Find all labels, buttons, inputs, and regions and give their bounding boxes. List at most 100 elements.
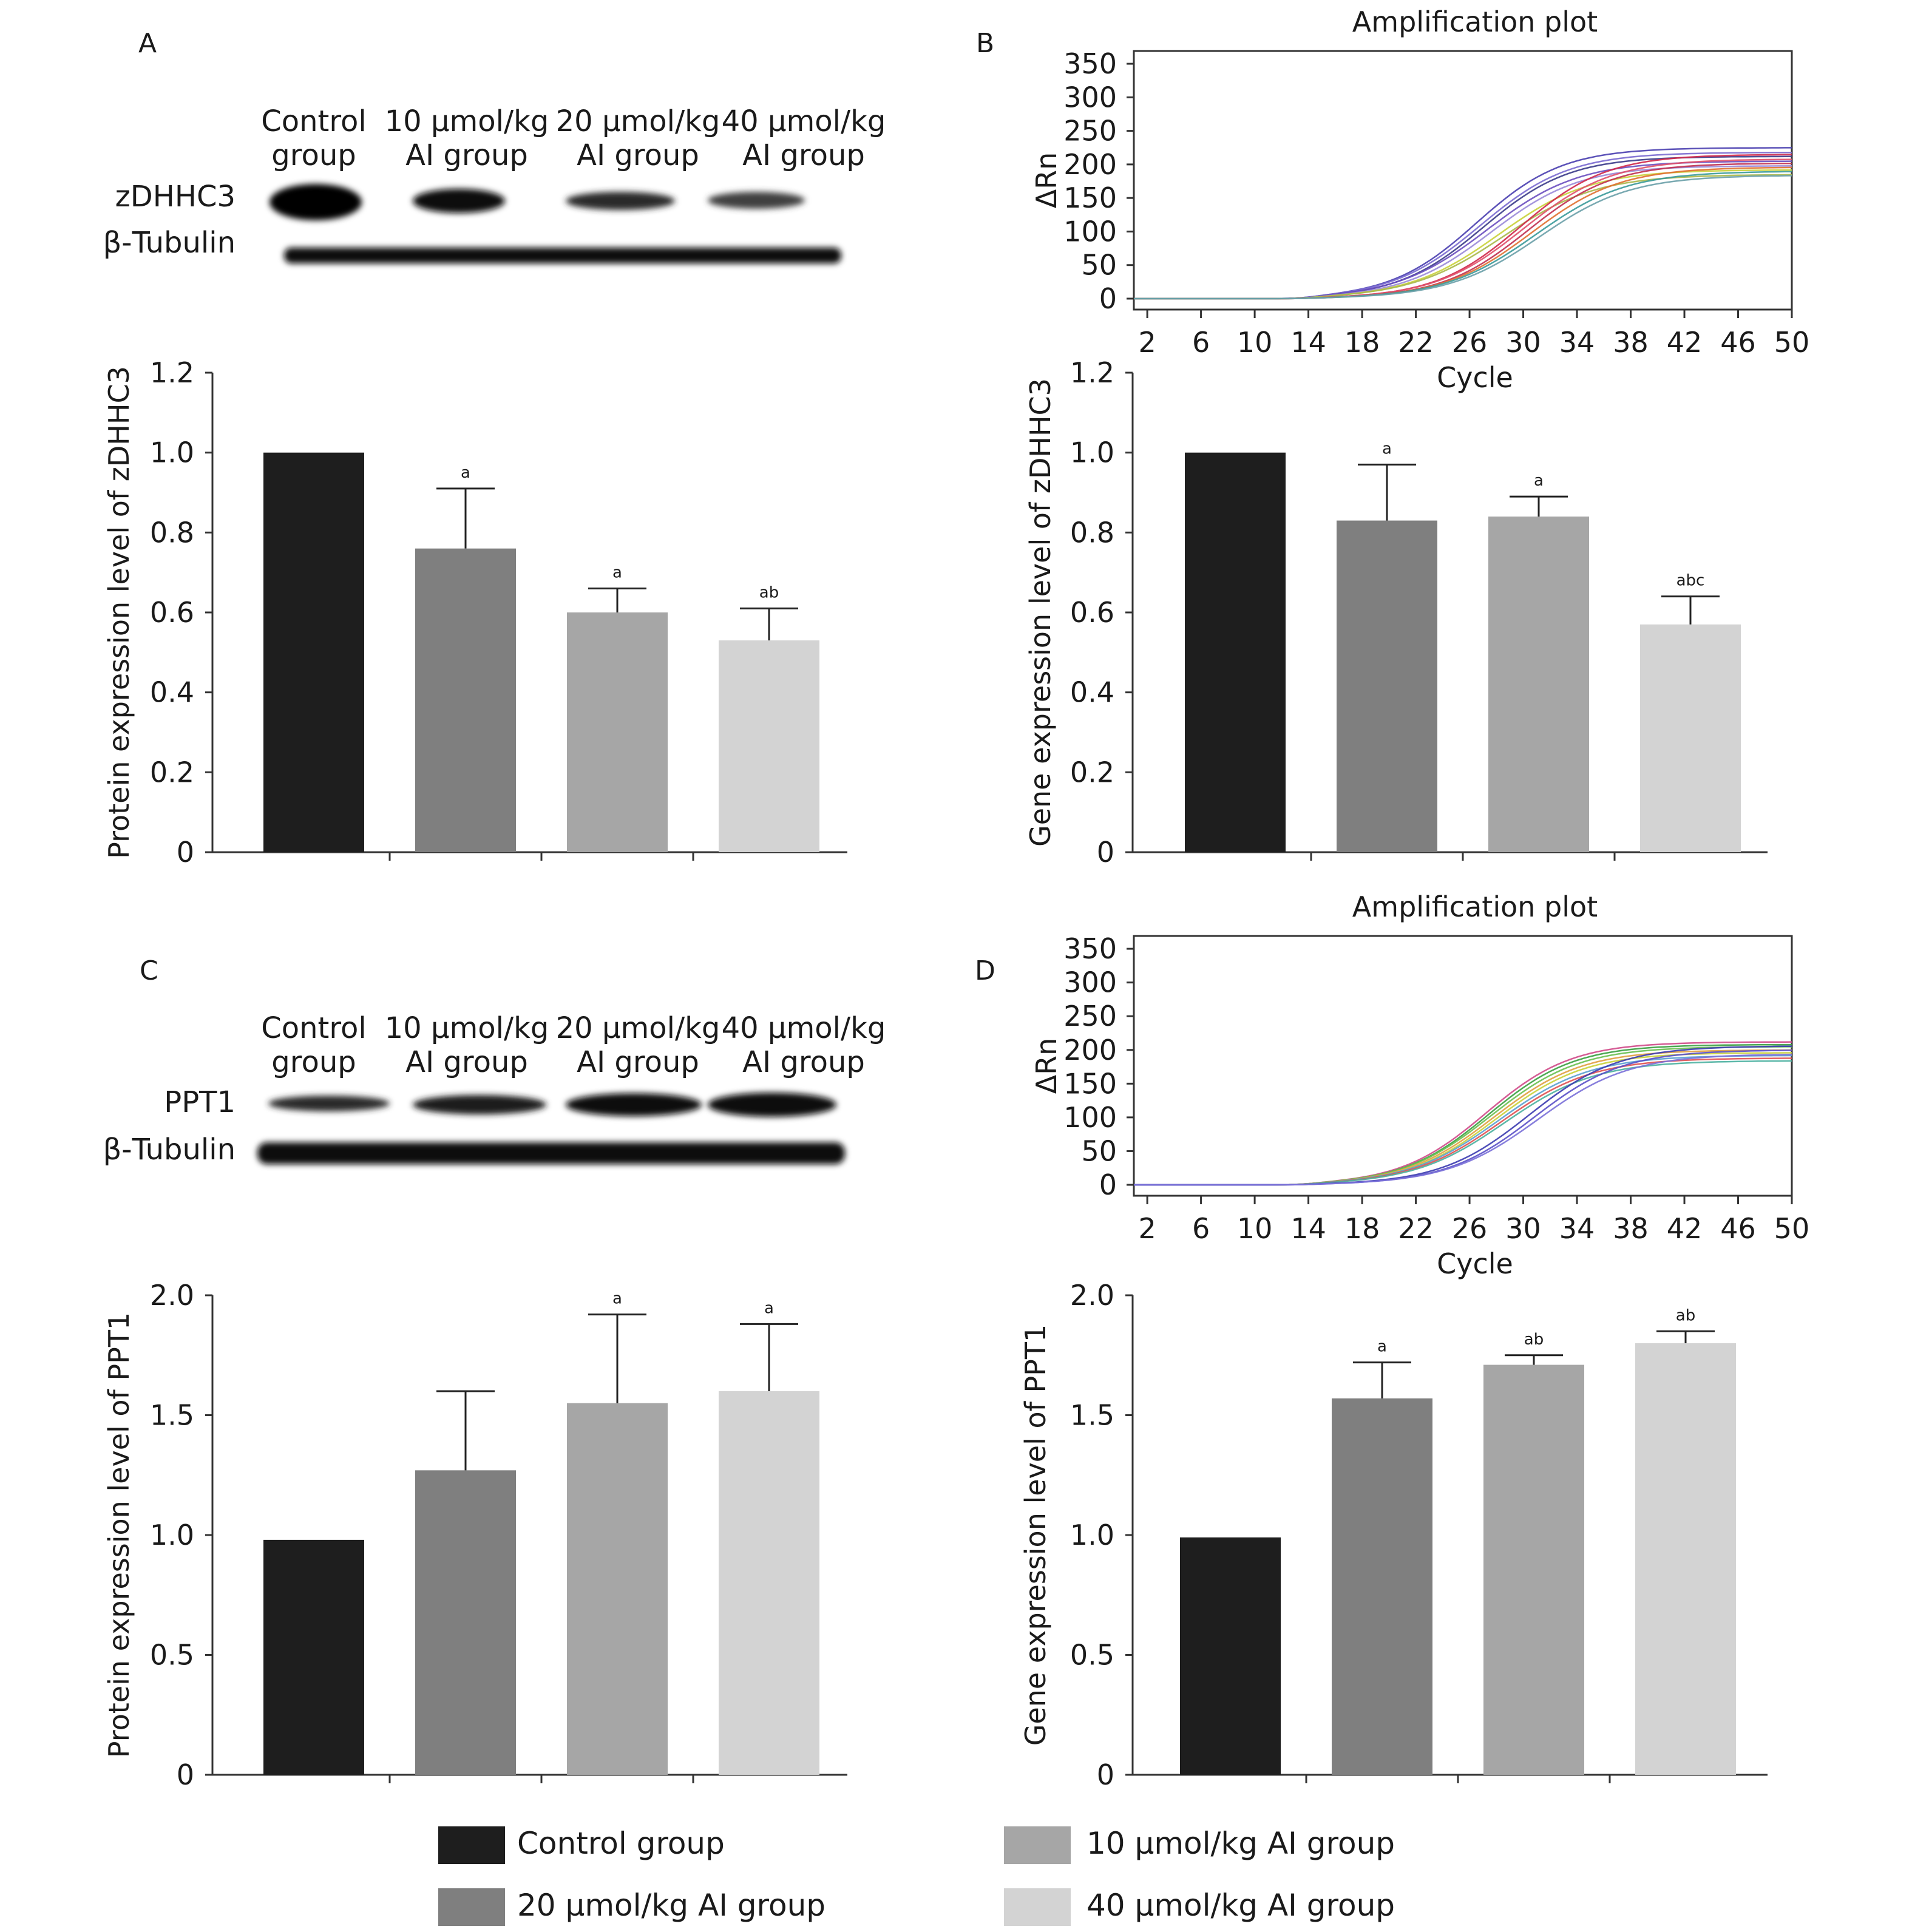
y-tick-label: 0.4 (150, 676, 194, 709)
y-tick-label: 0 (1099, 282, 1117, 315)
bar (263, 452, 364, 852)
y-tick-label: 1.2 (1070, 356, 1114, 389)
bar (567, 1403, 668, 1775)
y-tick-label: 0 (1097, 836, 1114, 869)
blot-a-band-reference (284, 248, 841, 263)
bar (1488, 517, 1589, 852)
blot-c-header-4-line2: AI group (742, 1045, 865, 1079)
y-tick-label: 2.0 (1070, 1279, 1114, 1312)
blot-c-header-2-line1: 10 μmol/kg (385, 1011, 549, 1045)
x-tick-label: 42 (1667, 1212, 1703, 1245)
x-tick-label: 42 (1667, 326, 1703, 359)
bar-chart-protein-ppt1: 0 0.5 1.0 1.5 2.0 a a Protein expression level … (103, 1279, 847, 1791)
y-tick-label: 250 (1063, 115, 1117, 147)
y-tick-label: 350 (1063, 47, 1117, 80)
y-tick-label: 0.2 (1070, 756, 1114, 788)
legend-label-40: 40 μmol/kg AI group (1087, 1888, 1395, 1923)
y-tick-label: 0 (177, 836, 194, 869)
x-tick-label: 26 (1452, 1212, 1488, 1245)
significance-label: a (764, 1299, 774, 1317)
bar (567, 612, 668, 852)
significance-label: a (612, 564, 622, 582)
y-tick-label: 0.2 (150, 756, 194, 788)
x-tick-label: 18 (1344, 326, 1380, 359)
blot-a-image (270, 184, 841, 263)
blot-c-target-label: PPT1 (164, 1085, 236, 1119)
x-tick-label: 10 (1237, 326, 1273, 359)
x-tick-label: 2 (1138, 326, 1156, 359)
amplification-curve (1134, 160, 1792, 300)
legend-label-control: Control group (517, 1826, 725, 1861)
bar (1635, 1343, 1736, 1775)
legend-swatch-control (438, 1826, 505, 1864)
y-axis-label: Gene expression level of zDHHC3 (1024, 378, 1057, 847)
legend-swatch-20 (438, 1888, 505, 1926)
bar (415, 548, 516, 852)
y-axis-label: Protein expression level of PPT1 (103, 1312, 135, 1758)
x-tick-label: 46 (1720, 326, 1756, 359)
y-tick-label: 200 (1063, 1034, 1117, 1066)
bar (1185, 452, 1286, 852)
blot-a-target-label: zDHHC3 (115, 180, 236, 214)
amplification-curve (1134, 174, 1792, 300)
y-tick-label: 0.5 (150, 1639, 194, 1672)
blot-a-band-target-2 (413, 189, 505, 213)
blot-c-header-3-line2: AI group (577, 1045, 699, 1079)
y-tick-label: 0.6 (1070, 596, 1114, 629)
y-tick-label: 300 (1063, 81, 1117, 114)
x-tick-label: 50 (1774, 1212, 1810, 1245)
y-tick-label: 150 (1063, 181, 1117, 214)
blot-a-header-2-line2: AI group (405, 138, 528, 172)
y-tick-label: 1.0 (150, 436, 194, 469)
significance-label: ab (1676, 1306, 1695, 1324)
blot-c-image (257, 1093, 845, 1164)
amplification-curve (1134, 1049, 1792, 1186)
y-tick-label: 0.8 (1070, 516, 1114, 549)
amplification-plot-ppt1: Amplification plot0501001502002503003502… (1030, 890, 1809, 1280)
blot-a-band-target-3 (566, 192, 675, 210)
blot-c-band-target-4 (708, 1093, 836, 1117)
bar (1180, 1537, 1281, 1775)
x-tick-label: 34 (1559, 1212, 1595, 1245)
x-tick-label: 50 (1774, 326, 1810, 359)
significance-label: ab (759, 583, 779, 602)
panel-label-c: C (140, 955, 158, 986)
x-tick-label: 6 (1192, 1212, 1210, 1245)
bar-chart-gene-ppt1: 0 0.5 1.0 1.5 2.0 a ab ab Gene expression level … (1019, 1279, 1768, 1791)
blot-a-header-4-line1: 40 μmol/kg (722, 104, 886, 138)
y-tick-label: 50 (1081, 1134, 1117, 1167)
x-tick-label: 18 (1344, 1212, 1380, 1245)
y-tick-label: 0 (177, 1758, 194, 1791)
bar (719, 1391, 819, 1775)
y-tick-label: 1.5 (150, 1399, 194, 1432)
bar (263, 1539, 364, 1775)
y-tick-label: 1.0 (1070, 436, 1114, 469)
x-tick-label: 14 (1290, 1212, 1326, 1245)
blot-c-band-reference (257, 1142, 845, 1164)
x-tick-label: 2 (1138, 1212, 1156, 1245)
amplification-curve (1134, 1057, 1792, 1186)
significance-label: a (1382, 439, 1392, 458)
y-tick-label: 0 (1097, 1758, 1114, 1791)
x-tick-label: 34 (1559, 326, 1595, 359)
amplification-curve (1134, 1049, 1792, 1186)
y-tick-label: 1.0 (1070, 1519, 1114, 1551)
significance-label: abc (1676, 572, 1705, 590)
chart-title: Amplification plot (1352, 890, 1598, 923)
blot-a-header-3-line1: 20 μmol/kg (556, 104, 720, 138)
y-axis-label: ΔRn (1030, 1038, 1063, 1094)
blot-c-header-3-line1: 20 μmol/kg (556, 1011, 720, 1045)
blot-a-header-4-line2: AI group (742, 138, 865, 172)
amplification-curve (1134, 1052, 1792, 1186)
significance-label: a (1377, 1338, 1387, 1356)
y-tick-label: 250 (1063, 1000, 1117, 1032)
bar-chart-gene-zdhhc3: 0 0.2 0.4 0.6 0.8 1.0 1.2 a a abc Gene expression … (1024, 356, 1768, 869)
panel-label-d: D (975, 955, 995, 986)
bar (415, 1470, 516, 1775)
y-tick-label: 150 (1063, 1067, 1117, 1100)
y-tick-label: 100 (1063, 1101, 1117, 1134)
plot-frame (1133, 50, 1793, 311)
y-tick-label: 0 (1099, 1168, 1117, 1201)
blot-c-band-target-1 (268, 1096, 390, 1111)
y-axis-label: Protein expression level of zDHHC3 (103, 366, 135, 859)
